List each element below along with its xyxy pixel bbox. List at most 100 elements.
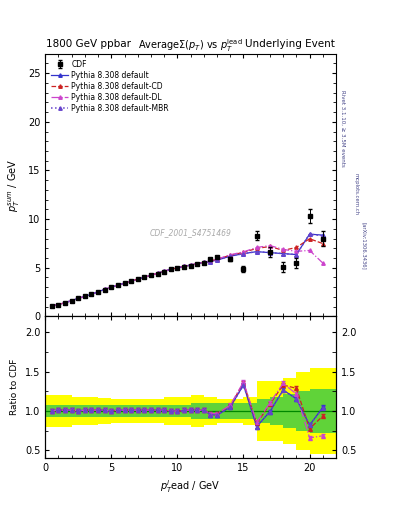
Pythia 8.308 default (320, 232, 325, 238)
Pythia 8.308 default (215, 257, 219, 263)
Pythia 8.308 default-DL (215, 256, 219, 262)
Text: Rivet 3.1.10, ≥ 3.5M events: Rivet 3.1.10, ≥ 3.5M events (340, 90, 345, 166)
Pythia 8.308 default (162, 268, 167, 274)
Pythia 8.308 default-CD (62, 300, 67, 306)
Pythia 8.308 default-CD (320, 241, 325, 247)
Pythia 8.308 default-CD (195, 261, 200, 267)
Pythia 8.308 default-DL (182, 263, 186, 269)
Pythia 8.308 default (56, 302, 61, 308)
Pythia 8.308 default-MBR (281, 250, 285, 257)
Pythia 8.308 default-MBR (268, 249, 272, 255)
Pythia 8.308 default-MBR (89, 291, 94, 297)
Pythia 8.308 default (294, 251, 299, 258)
Pythia 8.308 default-MBR (169, 266, 173, 272)
Pythia 8.308 default-CD (268, 243, 272, 249)
Pythia 8.308 default (149, 272, 153, 279)
Pythia 8.308 default-CD (116, 282, 120, 288)
Pythia 8.308 default-MBR (109, 284, 114, 290)
Pythia 8.308 default-DL (116, 282, 120, 288)
Text: 1800 GeV ppbar: 1800 GeV ppbar (46, 38, 131, 49)
Pythia 8.308 default-MBR (135, 276, 140, 282)
Pythia 8.308 default-CD (307, 236, 312, 242)
Pythia 8.308 default-MBR (162, 268, 167, 274)
Pythia 8.308 default-MBR (175, 265, 180, 271)
Pythia 8.308 default-CD (50, 303, 54, 309)
Line: Pythia 8.308 default-MBR: Pythia 8.308 default-MBR (50, 232, 325, 308)
Pythia 8.308 default (155, 270, 160, 276)
Pythia 8.308 default (129, 278, 134, 284)
Pythia 8.308 default (268, 249, 272, 255)
Pythia 8.308 default-DL (294, 248, 299, 254)
Pythia 8.308 default-MBR (102, 286, 107, 292)
Pythia 8.308 default-DL (109, 284, 114, 290)
Y-axis label: Ratio to CDF: Ratio to CDF (10, 359, 19, 415)
Pythia 8.308 default-DL (195, 261, 200, 267)
Text: Underlying Event: Underlying Event (245, 38, 335, 49)
Pythia 8.308 default-DL (142, 274, 147, 280)
Legend: CDF, Pythia 8.308 default, Pythia 8.308 default-CD, Pythia 8.308 default-DL, Pyt: CDF, Pythia 8.308 default, Pythia 8.308 … (49, 57, 171, 115)
Pythia 8.308 default-CD (162, 268, 167, 274)
Pythia 8.308 default (202, 260, 206, 266)
Pythia 8.308 default-CD (155, 270, 160, 276)
Pythia 8.308 default-DL (50, 303, 54, 309)
Pythia 8.308 default-MBR (116, 282, 120, 288)
Pythia 8.308 default-CD (109, 284, 114, 290)
Pythia 8.308 default-DL (307, 247, 312, 253)
Pythia 8.308 default (208, 259, 213, 265)
Pythia 8.308 default-CD (254, 245, 259, 251)
Pythia 8.308 default (76, 295, 81, 302)
Pythia 8.308 default (102, 286, 107, 292)
Pythia 8.308 default (195, 261, 200, 267)
Y-axis label: $p_T^{sum}$ / GeV: $p_T^{sum}$ / GeV (7, 158, 22, 211)
Line: Pythia 8.308 default-CD: Pythia 8.308 default-CD (50, 237, 325, 308)
Pythia 8.308 default-DL (228, 252, 233, 258)
Pythia 8.308 default-MBR (195, 261, 200, 267)
Pythia 8.308 default (135, 276, 140, 282)
Text: CDF_2001_S4751469: CDF_2001_S4751469 (150, 228, 231, 237)
Pythia 8.308 default-CD (142, 274, 147, 280)
Pythia 8.308 default-MBR (142, 274, 147, 280)
Pythia 8.308 default-CD (215, 256, 219, 262)
Pythia 8.308 default-DL (96, 289, 101, 295)
Pythia 8.308 default-DL (188, 262, 193, 268)
Pythia 8.308 default-CD (56, 302, 61, 308)
Text: mcplots.cern.ch: mcplots.cern.ch (354, 174, 359, 216)
Pythia 8.308 default (142, 274, 147, 280)
Pythia 8.308 default-CD (202, 259, 206, 265)
Pythia 8.308 default-MBR (62, 300, 67, 306)
Pythia 8.308 default-MBR (155, 270, 160, 276)
Pythia 8.308 default-MBR (241, 250, 246, 257)
Pythia 8.308 default-DL (169, 266, 173, 272)
Pythia 8.308 default (69, 297, 74, 304)
Pythia 8.308 default-CD (281, 247, 285, 253)
Pythia 8.308 default-DL (202, 259, 206, 265)
Pythia 8.308 default (307, 231, 312, 237)
Pythia 8.308 default-MBR (254, 249, 259, 255)
Pythia 8.308 default-MBR (208, 259, 213, 265)
Pythia 8.308 default-MBR (320, 233, 325, 239)
Pythia 8.308 default-DL (208, 258, 213, 264)
Pythia 8.308 default-DL (175, 265, 180, 271)
Pythia 8.308 default-MBR (122, 280, 127, 286)
Pythia 8.308 default (281, 250, 285, 257)
Pythia 8.308 default-MBR (96, 289, 101, 295)
Pythia 8.308 default-CD (122, 280, 127, 286)
Pythia 8.308 default-CD (69, 297, 74, 304)
Pythia 8.308 default (169, 266, 173, 272)
Pythia 8.308 default-MBR (50, 303, 54, 309)
Pythia 8.308 default-DL (155, 270, 160, 276)
Pythia 8.308 default-DL (135, 276, 140, 282)
Pythia 8.308 default (254, 249, 259, 255)
Pythia 8.308 default-DL (149, 272, 153, 279)
Pythia 8.308 default-DL (254, 244, 259, 250)
Pythia 8.308 default-MBR (215, 257, 219, 263)
Pythia 8.308 default-MBR (83, 293, 87, 300)
Pythia 8.308 default-DL (56, 302, 61, 308)
Pythia 8.308 default-CD (129, 278, 134, 284)
Pythia 8.308 default (116, 282, 120, 288)
Pythia 8.308 default-DL (89, 291, 94, 297)
Pythia 8.308 default (50, 303, 54, 309)
Pythia 8.308 default-CD (96, 289, 101, 295)
Pythia 8.308 default-CD (241, 249, 246, 255)
Pythia 8.308 default-DL (62, 300, 67, 306)
